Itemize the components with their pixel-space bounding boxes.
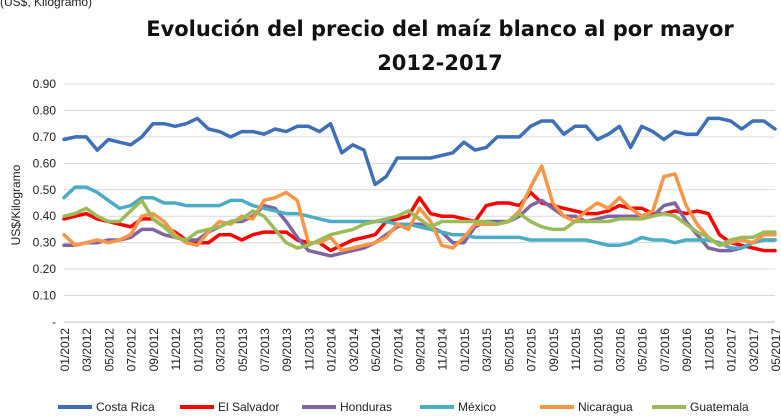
x-tick-label: 09/2013 [280,328,294,372]
x-tick-label: 11/2014 [436,328,450,371]
x-tick-label: 03/2016 [613,328,627,372]
legend-label: El Salvador [218,400,279,414]
x-tick-label: 05/2012 [102,328,116,372]
x-tick-label: 05/2013 [236,328,250,372]
x-tick-label: 07/2014 [391,328,405,372]
x-tick-label: 11/2016 [702,328,716,371]
x-tick-label: 03/2013 [214,328,228,372]
x-tick-label: 01/2012 [58,328,72,372]
y-tick-label: 0.10 [33,289,57,303]
x-tick-label: 01/2014 [325,328,339,372]
series-line [62,198,777,250]
x-tick-label: 07/2015 [525,328,539,372]
x-tick-label: 05/2015 [502,328,516,372]
x-tick-label: 01/2013 [191,328,205,372]
x-tick-label: 07/2016 [658,328,672,372]
y-tick-label: 0.40 [33,209,57,223]
x-tick-label: 09/2016 [680,328,694,372]
x-tick-label: 05/2017 [769,328,781,372]
y-tick-label: 0.20 [33,262,57,276]
legend-label: Nicaragua [578,400,633,414]
chart-title: Evolución del precio del maíz blanco al … [146,17,734,41]
legend-label: Costa Rica [96,400,155,414]
x-tick-label: 03/2012 [80,328,94,372]
x-tick-label: 07/2012 [125,328,139,372]
series-line [62,116,777,187]
y-tick-label: 0.80 [33,103,57,117]
x-tick-label: 01/2017 [725,328,739,372]
x-tick-label: 03/2017 [747,328,761,372]
x-tick-label: 01/2015 [458,328,472,372]
x-tick-label: 05/2014 [369,328,383,372]
legend-label: México [458,400,496,414]
y-tick-label: 0.50 [33,183,57,197]
y-tick-label: - [52,315,56,329]
x-tick-label: 07/2013 [258,328,272,372]
legend-label: Honduras [340,400,392,414]
x-tick-label: 09/2014 [414,328,428,372]
x-tick-label: 03/2015 [480,328,494,372]
subtitle: (US$, Kilogramo) [0,0,92,9]
x-tick-label: 11/2013 [302,328,316,371]
y-tick-label: 0.30 [33,236,57,250]
x-tick-label: 05/2016 [636,328,650,372]
x-tick-label: 11/2012 [169,328,183,371]
chart-title: 2012-2017 [377,51,503,75]
x-tick-label: 09/2015 [547,328,561,372]
x-tick-label: 09/2012 [147,328,161,372]
legend-label: Guatemala [690,400,749,414]
x-tick-label: 01/2016 [591,328,605,372]
series-line [62,185,777,250]
y-axis-label: US$/Kilogramo [9,164,23,245]
x-tick-label: 03/2014 [347,328,361,372]
x-tick-label: 11/2015 [569,328,583,371]
y-tick-label: 0.70 [33,130,57,144]
y-tick-label: 0.90 [33,77,57,91]
y-tick-label: 0.60 [33,156,57,170]
